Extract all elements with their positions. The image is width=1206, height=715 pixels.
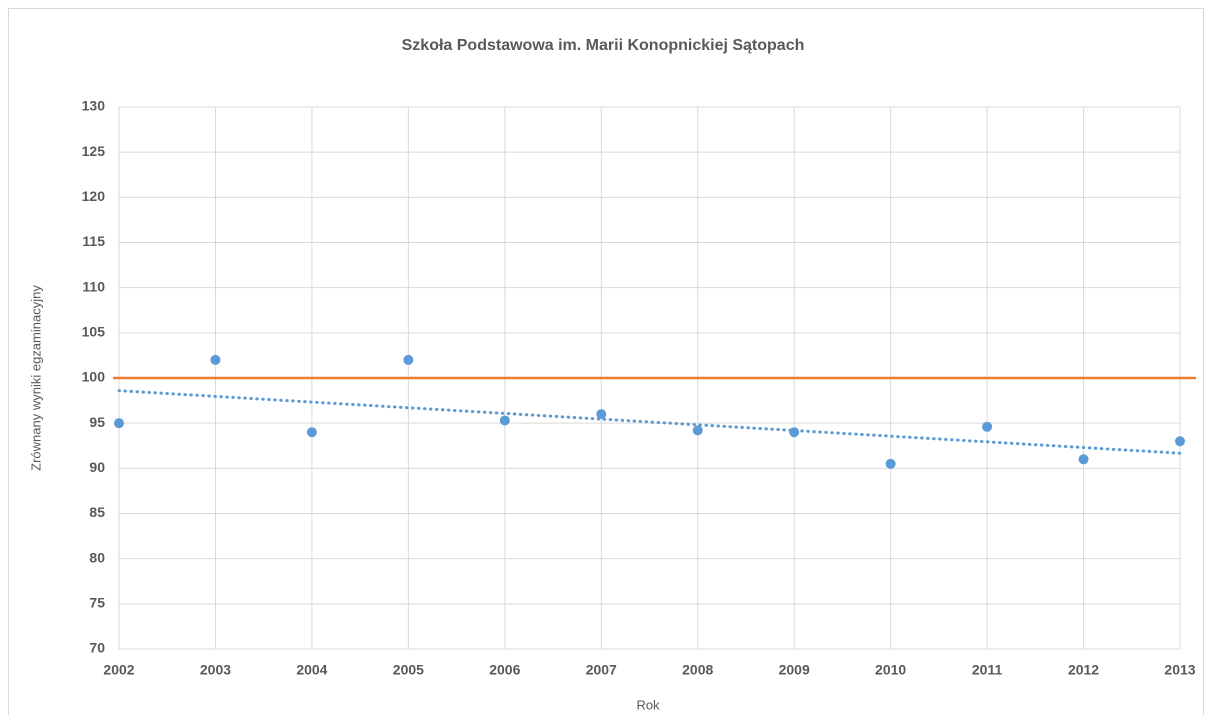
x-tick-label: 2010 [875,662,906,678]
y-tick-label: 85 [89,504,105,520]
x-tick-label: 2008 [682,662,713,678]
point [210,354,221,365]
point [789,427,800,438]
y-tick-label: 90 [89,459,105,475]
x-tick-label: 2012 [1068,662,1099,678]
y-tick-label: 75 [89,595,105,611]
x-tick-label: 2004 [296,662,327,678]
point [596,409,607,420]
x-tick-label: 2009 [779,662,810,678]
x-tick-label: 2003 [200,662,231,678]
y-axis-label: Zrównany wyniki egzaminacyjny [28,285,43,471]
x-tick-label: 2005 [393,662,424,678]
y-tick-label: 125 [82,143,106,159]
x-tick-label: 2002 [103,662,134,678]
x-tick-label: 2007 [586,662,617,678]
x-axis-label: Rok [636,697,660,712]
point [306,427,317,438]
chart-title: Szkoła Podstawowa im. Marii Konopnickiej… [402,37,805,54]
y-tick-label: 100 [82,369,106,385]
y-tick-label: 80 [89,549,105,565]
y-tick-label: 110 [82,278,105,294]
point [114,418,124,429]
point [692,425,703,436]
y-tick-label: 105 [82,324,106,340]
point [885,458,896,469]
point [982,421,993,432]
y-tick-label: 95 [89,414,105,430]
y-tick-label: 130 [82,98,106,114]
x-tick-label: 2006 [489,662,520,678]
x-tick-label: 2011 [972,662,1003,678]
point [403,354,414,365]
point [499,415,510,426]
y-tick-label: 120 [82,188,106,204]
x-tick-label: 2013 [1164,662,1195,678]
point [1078,454,1089,465]
chart-frame [8,8,1204,715]
y-tick-label: 115 [82,233,105,249]
point [1175,436,1185,447]
y-tick-label: 70 [89,640,105,656]
